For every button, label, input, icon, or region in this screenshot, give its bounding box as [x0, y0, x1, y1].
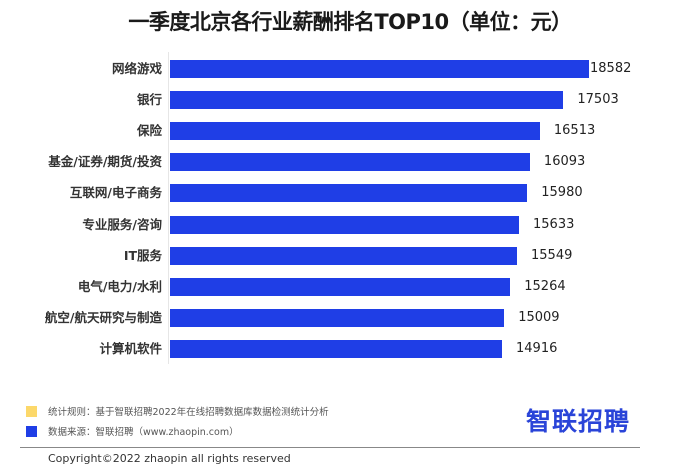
category-label: 基金/证券/期货/投资 [48, 154, 162, 170]
value-label: 16513 [553, 123, 596, 139]
value-label: 17503 [577, 92, 619, 108]
category-label: 网络游戏 [111, 61, 162, 76]
category-label: 银行 [136, 92, 162, 108]
logo-text: 智联招聘 [526, 407, 631, 436]
bar-row: 电气/电力/水利 15264 [0, 277, 700, 296]
bar-row: 银行 17503 [0, 91, 700, 110]
legend-note-text: 统计规则：基于智联招聘2022年在线招聘数据库数据检测统计分析 [48, 407, 329, 418]
zhaopin-logo: 智联招聘 [526, 402, 630, 438]
yellow-swatch-icon [26, 405, 37, 417]
category-label: 互联网/电子商务 [69, 185, 162, 201]
bar [170, 308, 505, 327]
value-label: 15264 [524, 278, 566, 294]
bar-row: 航空/航天研究与制造 15009 [0, 308, 700, 327]
chart-title: 一季度北京各行业薪酬排名TOP10（单位：元） [128, 10, 572, 34]
y-axis-line [168, 52, 169, 364]
copyright-text: Copyright©2022 zhaopin all rights reserv… [48, 452, 291, 465]
legend-note-rule: 统计规则：基于智联招聘2022年在线招聘数据库数据检测统计分析 [26, 404, 329, 418]
value-label: 15633 [533, 216, 575, 232]
bar [170, 339, 502, 358]
bar-row: 基金/证券/期货/投资 16093 [0, 153, 700, 172]
legend-note-source: 数据来源：智联招聘（www.zhaopin.com） [26, 424, 239, 438]
bar-row: 互联网/电子商务 15980 [0, 184, 700, 203]
bar [170, 246, 518, 265]
bar [170, 91, 564, 110]
value-label: 14916 [516, 340, 558, 356]
legend-note-text: 数据来源：智联招聘（www.zhaopin.com） [48, 427, 239, 438]
bar-row: 保险 16513 [0, 122, 700, 141]
value-label: 18582 [590, 61, 632, 76]
bar-row: 网络游戏 18582 [0, 60, 700, 78]
value-label: 15980 [541, 185, 583, 201]
category-label: 专业服务/咨询 [82, 216, 162, 232]
bar [170, 277, 511, 296]
bar-row: IT服务 15549 [0, 246, 700, 265]
blue-swatch-icon [26, 425, 37, 437]
footer-separator [20, 447, 640, 448]
bar-row: 计算机软件 14916 [0, 339, 700, 358]
bar [170, 184, 528, 203]
bar [170, 215, 519, 234]
value-label: 16093 [543, 154, 586, 170]
bar-row: 专业服务/咨询 15633 [0, 215, 700, 234]
category-label: 电气/电力/水利 [77, 278, 162, 294]
category-label: IT服务 [123, 247, 162, 263]
bar [170, 122, 540, 141]
category-label: 航空/航天研究与制造 [44, 309, 162, 325]
value-label: 15009 [518, 309, 560, 325]
category-label: 保险 [136, 123, 162, 139]
category-label: 计算机软件 [99, 340, 162, 356]
bar [170, 60, 589, 78]
bar [170, 153, 530, 172]
value-label: 15549 [531, 247, 573, 263]
